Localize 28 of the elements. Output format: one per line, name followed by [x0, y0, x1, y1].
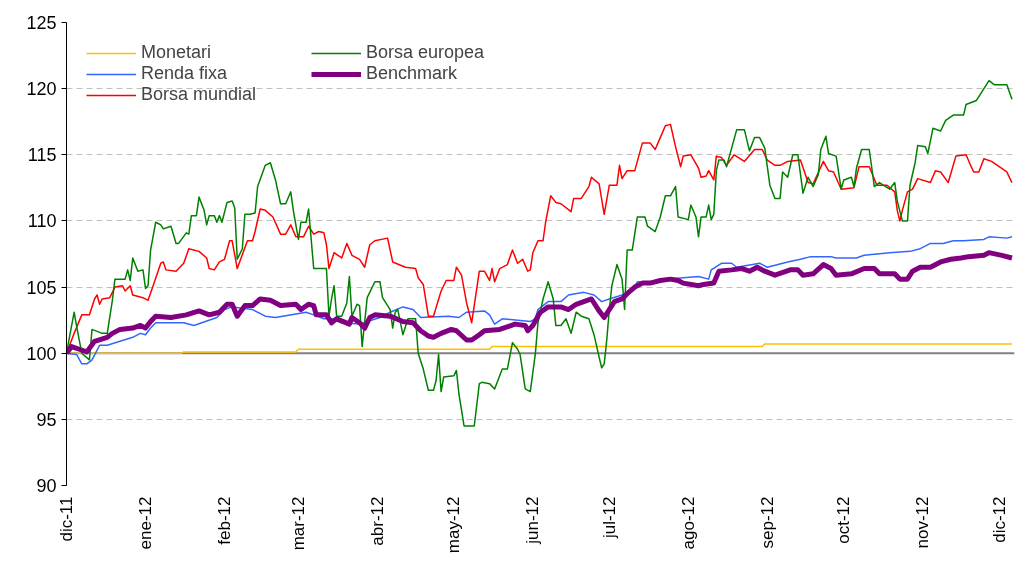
x-tick-label: feb-12 — [215, 496, 234, 545]
x-tick-label: may-12 — [444, 496, 464, 554]
y-tick-label: 90 — [36, 476, 57, 496]
line-series — [66, 236, 1013, 365]
x-tick-label: abr-12 — [367, 496, 387, 546]
line-series — [66, 79, 1013, 427]
x-tick-label: nov-12 — [913, 496, 933, 549]
x-tick-label: dic-11 — [57, 496, 76, 542]
x-tick-label: jun-12 — [523, 496, 543, 545]
legend-label: Renda fixa — [141, 63, 229, 84]
legend-label: Borsa europea — [366, 42, 486, 63]
x-tick-label: dic-12 — [989, 496, 1009, 543]
y-tick-label: 115 — [27, 145, 57, 166]
x-tick-label: sep-12 — [757, 496, 777, 549]
y-tick-label: 100 — [26, 343, 57, 364]
legend-label: Borsa mundial — [141, 84, 258, 105]
y-tick-label: 110 — [27, 211, 57, 232]
y-tick-label: 120 — [26, 79, 57, 100]
x-tick-label: jul-12 — [599, 496, 619, 540]
legend-label: Monetari — [141, 42, 213, 63]
legend-label: Benchmark — [366, 63, 459, 84]
x-tick-label: ene-12 — [136, 496, 155, 550]
x-tick-label: ago-12 — [678, 496, 698, 550]
x-tick-label: mar-12 — [288, 496, 308, 551]
x-tick-label: oct-12 — [834, 496, 854, 544]
y-tick-label: 105 — [26, 277, 57, 298]
y-tick-label: 95 — [36, 409, 57, 430]
y-tick-label: 125 — [26, 13, 57, 33]
